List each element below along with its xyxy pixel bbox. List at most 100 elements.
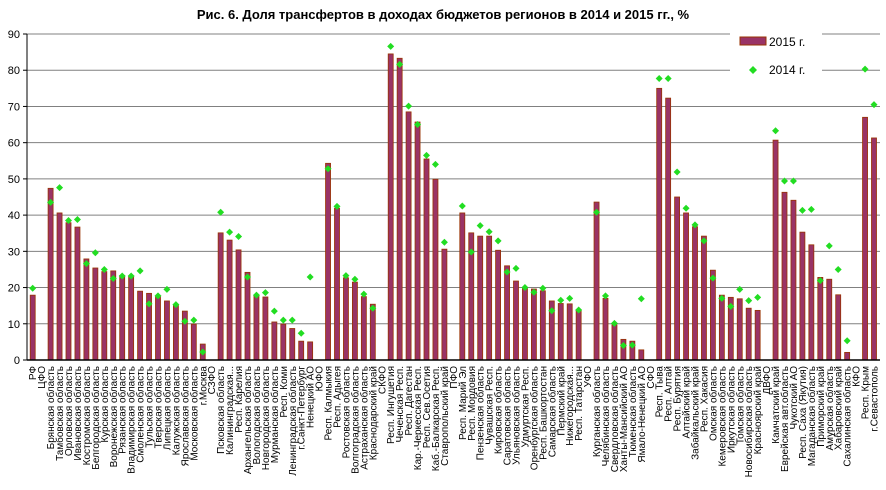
- bar-2015: [235, 249, 242, 361]
- x-tick-label: Респ. Коми: [279, 366, 290, 418]
- point-2014: [154, 292, 162, 300]
- bar-2015: [172, 304, 179, 361]
- point-2014: [65, 217, 72, 225]
- point-2014: [610, 319, 618, 327]
- bar-2015: [217, 232, 224, 361]
- bar-2015: [253, 294, 260, 361]
- point-2014: [217, 208, 225, 216]
- bar-2015: [325, 162, 331, 361]
- x-tick-label: Воронежская область: [108, 366, 120, 467]
- x-tick-label: Волгоградская область: [349, 366, 361, 474]
- bar-2015: [504, 265, 510, 361]
- bar-2015: [495, 249, 502, 361]
- x-tick-label: Респ. Крым: [861, 366, 872, 419]
- x-tick-label: Респ. Карелия: [234, 366, 245, 433]
- x-tick-label: ПФО: [449, 366, 460, 389]
- bar-2015: [710, 269, 716, 361]
- point-2014: [789, 177, 797, 185]
- x-tick-label: Тамбовская область: [54, 366, 66, 461]
- bar-2015: [486, 235, 493, 361]
- bar-2015: [128, 276, 135, 361]
- point-2014: [798, 206, 806, 214]
- x-tick-label: Белгородская область: [90, 366, 102, 470]
- bar-2015: [638, 349, 645, 361]
- bar-2015: [718, 294, 725, 361]
- point-2014: [360, 290, 368, 298]
- x-tick-label: Псковская область: [215, 366, 227, 454]
- bar-2015: [566, 303, 573, 361]
- point-2014: [691, 221, 699, 229]
- point-2014: [324, 165, 332, 173]
- x-tick-label: Камчатский край: [771, 366, 782, 444]
- bar-2015: [665, 97, 672, 361]
- x-tick-label: Самарская область: [546, 366, 558, 457]
- point-2014: [458, 202, 466, 210]
- x-tick-label: Каб.-Балкарская Респ.: [430, 366, 442, 471]
- point-2014: [467, 248, 475, 256]
- point-2014: [816, 277, 824, 285]
- x-tick-label: Респ. Дагестан: [404, 366, 415, 436]
- point-2014: [288, 316, 296, 324]
- x-tick-label: Курганская область: [591, 366, 603, 457]
- bar-2015: [137, 290, 144, 361]
- x-tick-label: Липецкая область: [161, 366, 173, 450]
- x-tick-label: Тульская область: [144, 366, 156, 448]
- point-2014: [306, 273, 314, 281]
- bar-2015: [477, 235, 484, 361]
- bar-2015: [862, 116, 868, 361]
- x-tick-label: УФО: [583, 366, 594, 388]
- x-tick-label: Удмуртская Респ.: [520, 366, 531, 447]
- bar-2015: [396, 57, 403, 361]
- legend-marker-2014: [749, 66, 757, 74]
- bar-2015: [92, 267, 99, 361]
- x-tick-label: Респ. Хакасия: [699, 366, 710, 432]
- bar-2015: [799, 231, 806, 361]
- y-tick-label: 40: [8, 210, 20, 222]
- x-tick-label: Ненецкий АО: [306, 366, 317, 428]
- x-tick-label: Чукотский АО: [789, 366, 800, 430]
- bar-2015: [289, 328, 296, 361]
- point-2014: [252, 291, 260, 299]
- point-2014: [521, 284, 529, 292]
- x-tick-label: РФ: [28, 366, 39, 381]
- point-2014: [575, 306, 583, 314]
- x-tick-label: Орловская область: [63, 366, 75, 456]
- y-axis-ticks: 0 10 20 30 40 50 60 70 80 90: [8, 29, 27, 367]
- bar-2015: [539, 290, 546, 361]
- bar-2015: [441, 248, 448, 361]
- bar-2015: [459, 212, 466, 361]
- bar-2015: [736, 298, 743, 361]
- point-2014: [494, 237, 502, 245]
- chart-title: Рис. 6. Доля трансфертов в доходах бюдже…: [197, 7, 690, 22]
- y-tick-label: 90: [8, 29, 20, 41]
- x-tick-label: Респ. Алтай: [664, 366, 675, 422]
- x-tick-label: Приморский край: [816, 366, 827, 447]
- x-tick-label: Калужская область: [170, 366, 182, 455]
- bar-2015: [110, 270, 117, 361]
- x-tick-label: Челябинская область: [600, 366, 612, 466]
- x-tick-label: Респ. Мордовия: [467, 366, 478, 441]
- x-tick-label: Кировская область: [493, 366, 505, 454]
- point-2014: [566, 294, 574, 302]
- bar-2015: [432, 178, 439, 361]
- point-2014: [664, 75, 672, 83]
- x-tick-label: Алтайский край: [682, 366, 693, 439]
- x-tick-label: Мурманская область: [269, 366, 281, 463]
- x-tick-label: СКФО: [377, 366, 388, 394]
- x-tick-label: СФО: [646, 366, 657, 389]
- bar-2015: [844, 351, 851, 361]
- y-tick-label: 10: [8, 319, 20, 331]
- point-2014: [244, 273, 251, 281]
- bar-2015: [835, 294, 842, 361]
- bar-2015: [817, 277, 824, 361]
- y-tick-label: 50: [8, 174, 20, 186]
- x-tick-label: Саратовская область: [502, 366, 514, 465]
- x-tick-label: Калининградская...: [225, 366, 236, 455]
- bar-2015: [369, 303, 376, 361]
- point-2014: [190, 316, 198, 324]
- point-2014: [619, 342, 627, 350]
- x-tick-label: Краснодарский край: [368, 366, 379, 460]
- point-2014: [56, 184, 64, 192]
